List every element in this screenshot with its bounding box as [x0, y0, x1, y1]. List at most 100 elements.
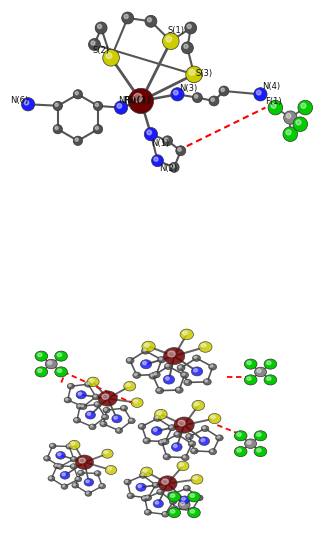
Circle shape: [95, 472, 98, 473]
Circle shape: [186, 66, 202, 83]
Circle shape: [179, 366, 182, 368]
Circle shape: [141, 495, 148, 501]
Circle shape: [128, 359, 130, 361]
Circle shape: [55, 103, 58, 107]
Circle shape: [75, 455, 93, 470]
Circle shape: [286, 114, 291, 118]
Circle shape: [64, 397, 71, 403]
Circle shape: [298, 100, 313, 115]
Circle shape: [122, 12, 134, 24]
Circle shape: [175, 387, 183, 393]
Circle shape: [157, 412, 161, 415]
Circle shape: [209, 449, 217, 455]
Circle shape: [174, 90, 178, 95]
Circle shape: [62, 473, 65, 476]
Circle shape: [114, 416, 117, 419]
Circle shape: [72, 483, 79, 488]
Circle shape: [168, 492, 181, 502]
Circle shape: [57, 464, 63, 469]
Circle shape: [97, 24, 102, 29]
Circle shape: [188, 441, 196, 447]
Circle shape: [254, 88, 267, 101]
Circle shape: [174, 444, 177, 448]
Circle shape: [49, 477, 52, 479]
Circle shape: [72, 457, 74, 459]
Circle shape: [186, 434, 193, 440]
Circle shape: [138, 423, 146, 429]
Circle shape: [154, 415, 161, 421]
Circle shape: [95, 22, 107, 34]
Circle shape: [144, 495, 152, 501]
Circle shape: [127, 493, 134, 499]
Circle shape: [103, 415, 106, 417]
Circle shape: [73, 136, 82, 145]
Circle shape: [163, 375, 175, 384]
Circle shape: [190, 442, 192, 444]
Circle shape: [128, 494, 131, 496]
Circle shape: [58, 453, 61, 456]
Circle shape: [62, 485, 65, 487]
Circle shape: [93, 124, 103, 134]
Circle shape: [203, 427, 205, 429]
Circle shape: [102, 414, 109, 420]
Circle shape: [162, 512, 169, 517]
Circle shape: [38, 353, 42, 357]
Circle shape: [102, 394, 109, 399]
Circle shape: [188, 508, 195, 513]
Circle shape: [87, 413, 91, 415]
Circle shape: [221, 88, 224, 91]
Circle shape: [192, 449, 195, 451]
Circle shape: [93, 101, 103, 111]
Circle shape: [78, 405, 80, 407]
Circle shape: [139, 472, 147, 478]
Circle shape: [267, 377, 271, 380]
Circle shape: [199, 437, 210, 445]
Circle shape: [199, 342, 212, 352]
Text: N(6): N(6): [10, 96, 28, 104]
Circle shape: [185, 22, 197, 34]
Circle shape: [264, 359, 277, 369]
Circle shape: [211, 415, 215, 419]
Circle shape: [124, 479, 131, 485]
Circle shape: [125, 480, 128, 482]
Circle shape: [203, 379, 211, 385]
Circle shape: [141, 473, 143, 476]
Circle shape: [168, 507, 181, 518]
Circle shape: [158, 357, 165, 363]
Circle shape: [95, 403, 98, 405]
Circle shape: [140, 360, 152, 369]
Circle shape: [191, 475, 203, 484]
Circle shape: [100, 485, 103, 486]
Circle shape: [257, 433, 261, 436]
Circle shape: [166, 364, 169, 366]
Circle shape: [194, 369, 198, 372]
Circle shape: [208, 414, 221, 423]
Circle shape: [66, 398, 68, 400]
Circle shape: [81, 405, 84, 407]
Circle shape: [168, 351, 175, 357]
Circle shape: [171, 494, 175, 497]
Circle shape: [104, 451, 108, 454]
Circle shape: [183, 456, 186, 458]
Circle shape: [35, 351, 48, 361]
Circle shape: [162, 479, 169, 484]
Circle shape: [217, 436, 220, 438]
Circle shape: [90, 425, 93, 427]
Circle shape: [55, 464, 57, 466]
Circle shape: [211, 98, 214, 102]
Text: S(1): S(1): [168, 26, 185, 35]
Circle shape: [165, 377, 170, 380]
Circle shape: [95, 103, 98, 107]
Text: F(1): F(1): [265, 97, 282, 107]
Circle shape: [195, 402, 199, 406]
Circle shape: [146, 496, 148, 498]
Circle shape: [163, 454, 171, 460]
Circle shape: [237, 449, 241, 452]
Circle shape: [76, 404, 84, 409]
Circle shape: [210, 365, 213, 367]
Circle shape: [108, 468, 112, 470]
Circle shape: [142, 341, 155, 352]
Circle shape: [197, 496, 200, 498]
Text: N(2): N(2): [159, 164, 177, 173]
Circle shape: [143, 438, 150, 444]
